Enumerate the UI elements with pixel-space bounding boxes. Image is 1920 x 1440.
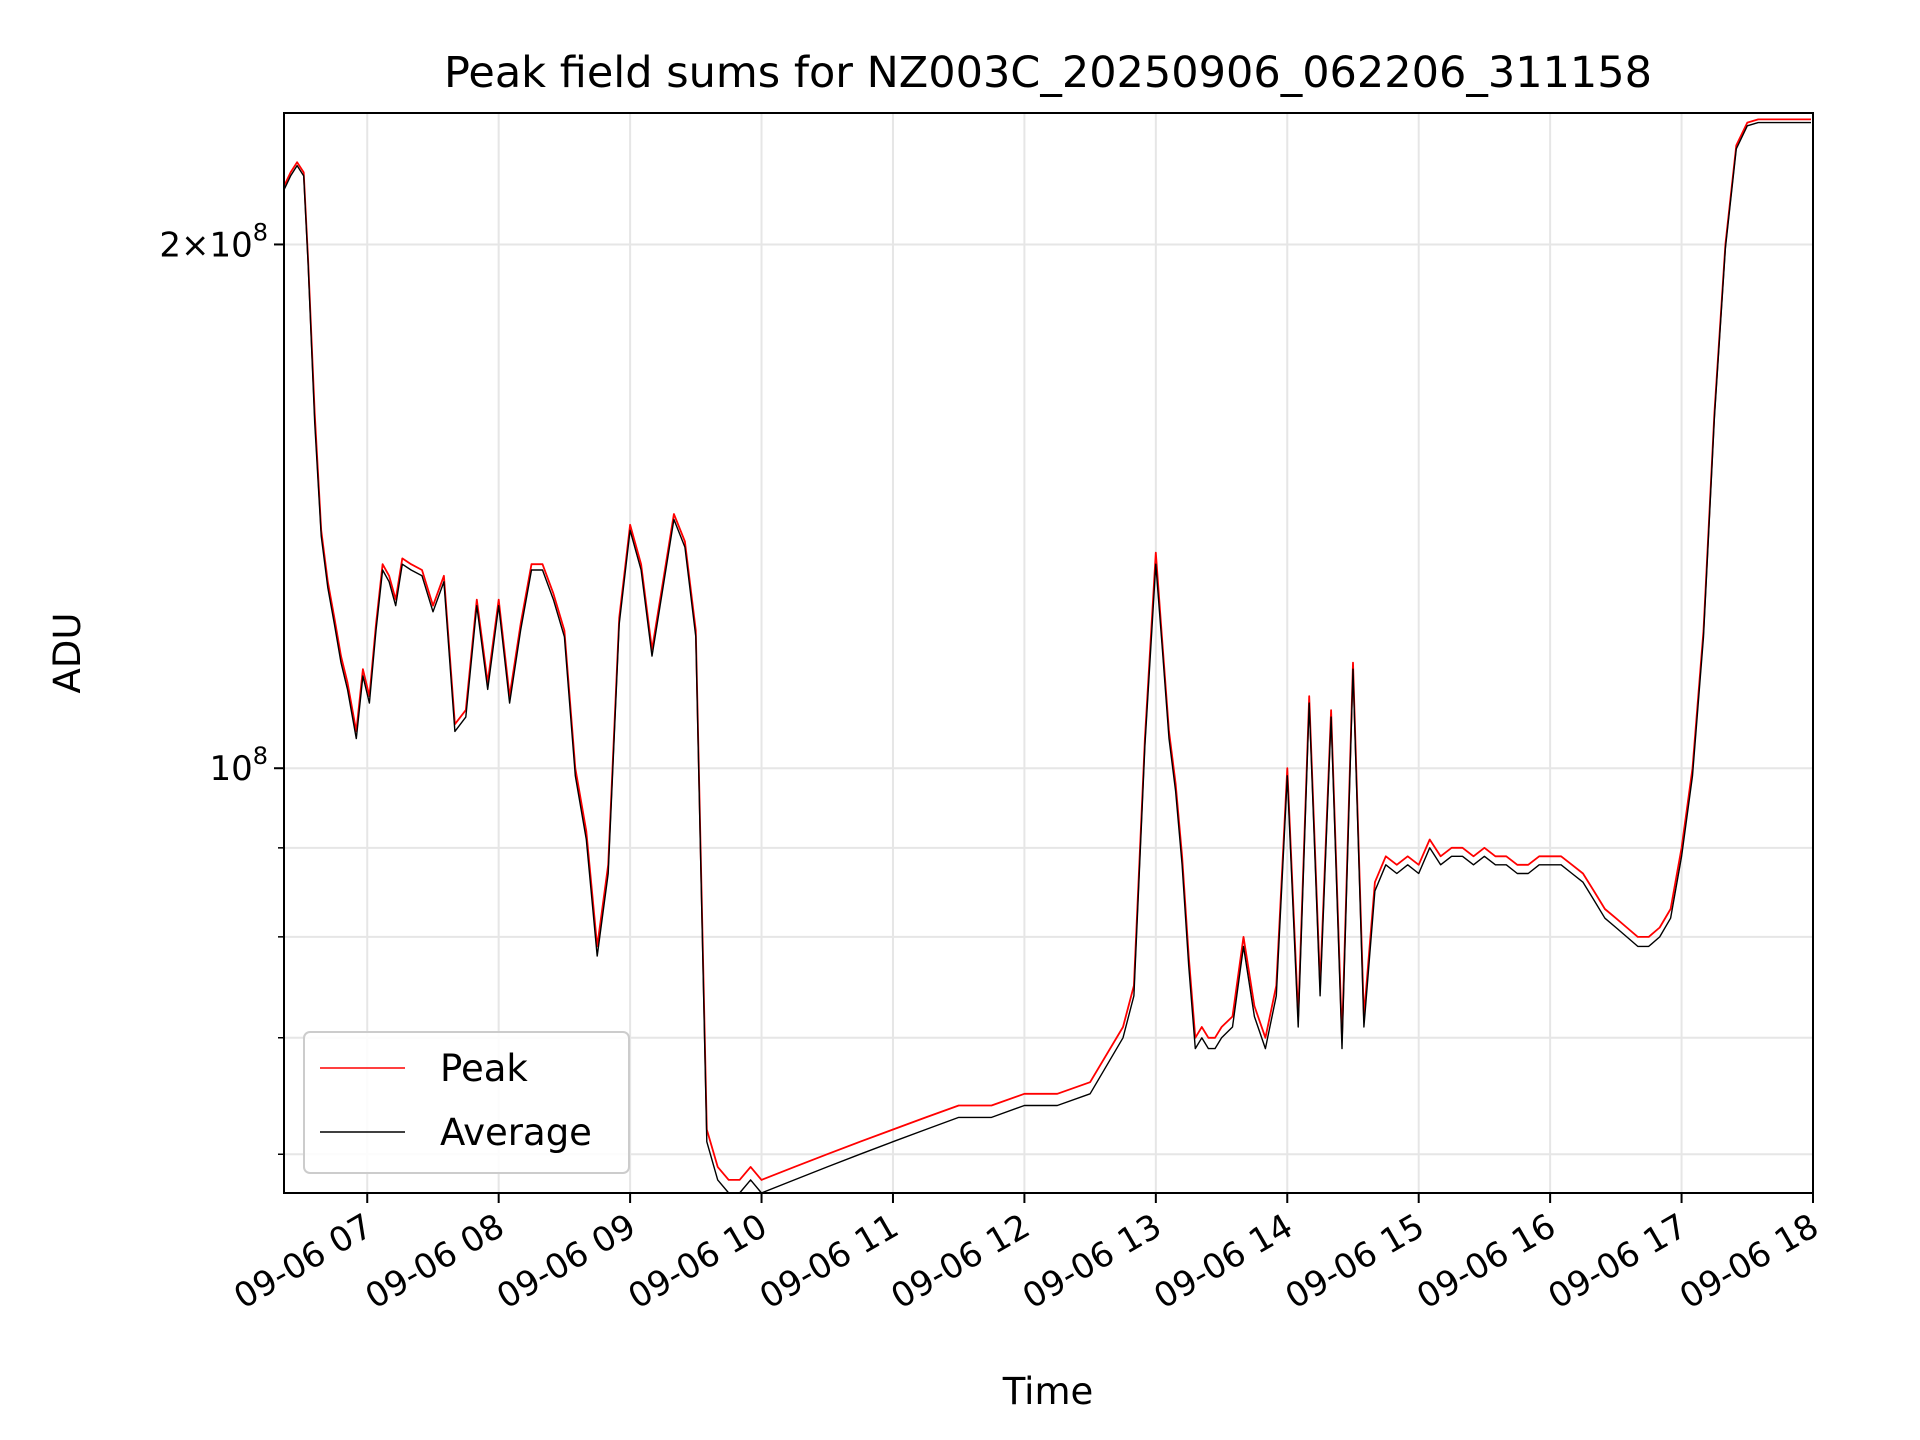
plot-lines — [283, 118, 1811, 1194]
y-axis-label: ADU — [46, 613, 89, 694]
x-axis-label: Time — [1002, 1370, 1094, 1413]
legend-average-label: Average — [440, 1111, 592, 1154]
chart-title: Peak field sums for NZ003C_20250906_0622… — [444, 48, 1652, 98]
series-average-line — [283, 121, 1811, 1194]
legend-peak-label: Peak — [440, 1047, 528, 1090]
plot-frame — [283, 112, 1814, 1194]
y-tick-label: 2×108 — [159, 218, 268, 265]
legend: Peak Average — [303, 1031, 630, 1174]
